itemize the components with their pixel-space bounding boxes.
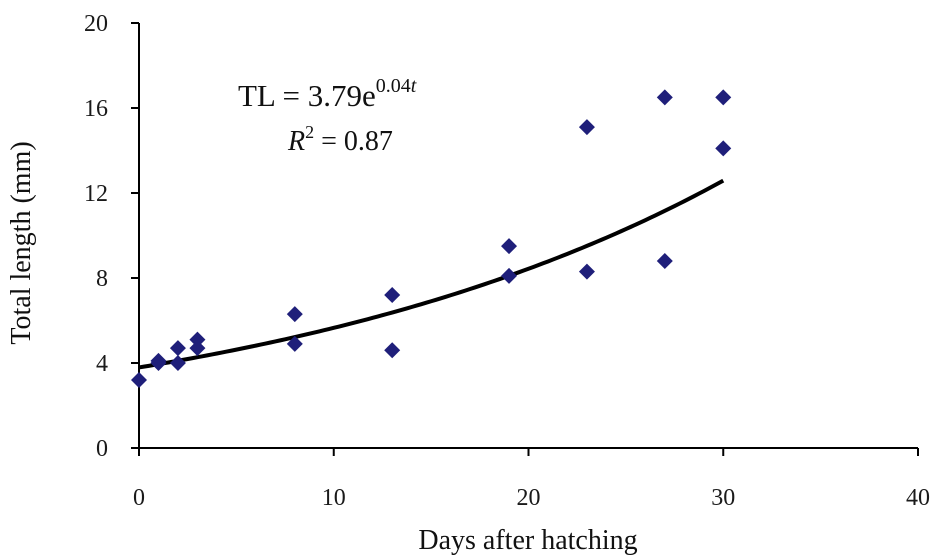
y-tick-label: 4	[96, 351, 108, 377]
r-squared: R2 = 0.87	[287, 122, 393, 157]
x-tick-label: 40	[906, 485, 930, 511]
data-point	[715, 89, 732, 106]
fit-curve-group	[138, 178, 725, 370]
equation-exponent: 0.04	[376, 75, 411, 97]
data-point	[150, 355, 167, 371]
r-squared-superscript: 2	[305, 122, 314, 142]
data-point	[384, 287, 401, 303]
r-squared-value: = 0.87	[314, 126, 393, 157]
x-tick-label: 30	[711, 485, 735, 511]
data-point	[384, 342, 401, 359]
y-tick-label: 8	[96, 266, 108, 292]
data-point	[189, 331, 206, 348]
y-tick-label: 16	[84, 96, 108, 122]
data-point	[578, 263, 595, 280]
data-point	[286, 306, 303, 323]
equation-main: TL = 3.79e	[238, 78, 376, 113]
data-point	[656, 89, 673, 106]
y-tick-label: 20	[84, 11, 108, 37]
x-axis-title: Days after hatching	[418, 525, 637, 556]
x-tick-label: 0	[133, 485, 145, 511]
tick-labels: 0 10 20 30 40 0 4 8 12 16 20	[84, 11, 930, 511]
data-point	[169, 340, 186, 357]
data-point	[578, 119, 595, 136]
ticks	[131, 22, 919, 456]
data-points	[131, 89, 732, 388]
y-tick-label: 0	[96, 436, 108, 462]
data-point	[656, 253, 673, 269]
data-point	[169, 355, 186, 371]
data-point	[189, 340, 206, 357]
equation-exponent-var: t	[411, 75, 417, 97]
y-tick-label: 12	[84, 181, 108, 207]
data-point	[286, 335, 303, 352]
data-point	[501, 267, 518, 284]
data-point	[715, 140, 732, 157]
y-axis-title: Total length (mm)	[6, 141, 37, 344]
data-point	[131, 372, 147, 388]
x-tick-label: 10	[322, 485, 346, 511]
data-point	[501, 238, 518, 255]
r-squared-symbol: R	[287, 126, 305, 157]
fit-equation: TL = 3.79e0.04t	[238, 75, 417, 113]
fit-curve	[138, 178, 725, 370]
x-tick-label: 20	[517, 485, 541, 511]
